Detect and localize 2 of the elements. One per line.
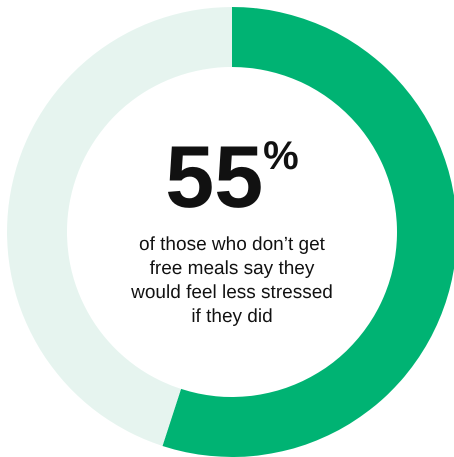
data-label: 55$^{%}$ [165,127,299,226]
text: of those who don’t get free meals say they would feel less stressed if they did [130,234,333,327]
